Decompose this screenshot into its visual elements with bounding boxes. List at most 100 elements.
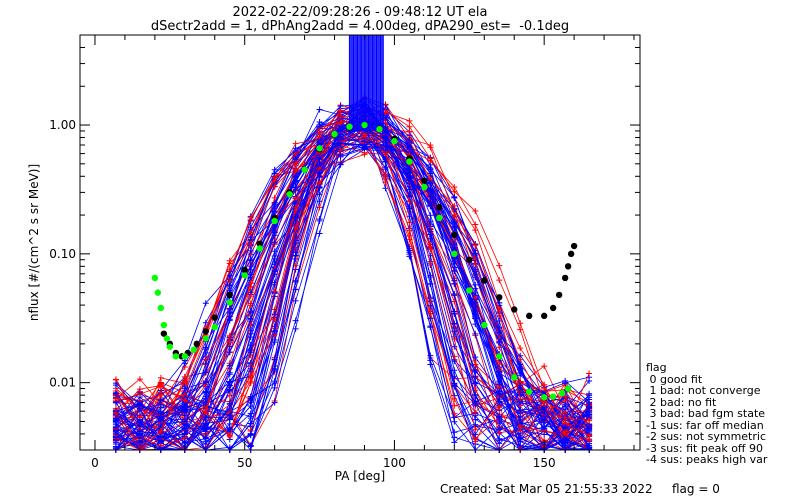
measurement-point (586, 392, 593, 399)
measurement-point (382, 158, 389, 165)
measurement-point (406, 174, 413, 181)
black-fit-point (202, 328, 209, 335)
measurement-point (451, 353, 458, 360)
green-fit-point (496, 353, 503, 360)
measurement-point (316, 106, 323, 113)
measurement-point (406, 219, 413, 226)
measurement-point (382, 179, 389, 186)
measurement-point (112, 376, 119, 383)
measurement-point (496, 424, 503, 431)
black-fit-point (451, 231, 458, 239)
measurement-point (451, 218, 458, 225)
measurement-point (202, 414, 209, 421)
plot-frame (79, 34, 641, 451)
measurement-point (136, 376, 143, 383)
measurement-point (472, 373, 479, 380)
measurement-point (112, 399, 119, 406)
measurement-point (496, 338, 503, 345)
green-fit-point (241, 272, 248, 279)
measurement-point (586, 417, 593, 424)
measurement-point (247, 283, 254, 290)
green-fit-point (151, 274, 159, 282)
measurement-point (427, 180, 434, 187)
measurement-point (517, 361, 524, 368)
measurement-point (496, 277, 503, 284)
measurement-point (202, 344, 209, 351)
measurement-point (247, 293, 254, 300)
measurement-point (496, 308, 503, 315)
measurement-point (451, 188, 458, 195)
measurement-point (337, 119, 344, 126)
measurement-point (247, 334, 254, 341)
measurement-point (247, 308, 254, 315)
measurement-point (382, 185, 389, 192)
measurement-point (292, 160, 299, 167)
measurement-point (226, 414, 233, 421)
green-fit-point (540, 394, 548, 401)
measurement-point (226, 316, 233, 323)
measurement-point (292, 240, 299, 247)
measurement-point (271, 255, 278, 262)
measurement-point (517, 416, 524, 423)
measurement-point (406, 236, 413, 243)
measurement-point (562, 424, 569, 431)
measurement-point (451, 292, 458, 299)
measurement-point (136, 405, 143, 412)
measurement-point (271, 201, 278, 208)
measurement-point (517, 382, 524, 389)
measurement-point (271, 194, 278, 201)
measurement-point (517, 396, 524, 403)
measurement-point (496, 329, 503, 336)
chart-subtitle: dSectr2add = 1, dPhAng2add = 4.00deg, dP… (150, 19, 570, 34)
measurement-point (541, 416, 548, 423)
x-tick-label: 100 (383, 456, 406, 470)
measurement-point (316, 133, 323, 140)
measurement-point (541, 385, 548, 392)
y-axis-label: nflux [#/(cm^2 s sr MeV)] (27, 164, 41, 321)
measurement-point (382, 136, 389, 143)
legend-title: flag (646, 361, 667, 374)
measurement-point (382, 164, 389, 171)
y-tick-label: 1.00 (49, 118, 76, 132)
green-fit-point (391, 137, 398, 145)
measurement-point (427, 243, 434, 250)
green-fit-point (166, 343, 174, 350)
measurement-point (496, 299, 503, 306)
measurement-point (157, 428, 164, 435)
measurement-point (451, 367, 458, 374)
x-tick-label: 150 (533, 456, 556, 470)
green-fit-point (157, 304, 165, 312)
measurement-point (406, 117, 413, 124)
measurement-point (517, 320, 524, 327)
measurement-point (271, 316, 278, 323)
measurement-point (472, 242, 479, 249)
measurement-point (202, 300, 209, 307)
black-fit-point (525, 312, 533, 320)
measurement-point (472, 409, 479, 416)
measurement-point (247, 365, 254, 372)
measurement-point (427, 155, 434, 162)
measurement-point (406, 165, 413, 172)
legend-entry-2: 2 bad: no fit (646, 395, 717, 409)
measurement-point (271, 288, 278, 295)
measurement-point (337, 107, 344, 114)
measurement-point (427, 260, 434, 267)
measurement-point (472, 330, 479, 337)
black-fit-point (436, 204, 443, 211)
measurement-point (202, 388, 209, 395)
measurement-point (382, 129, 389, 136)
measurement-point (247, 216, 254, 223)
legend-entry-0: 0 good fit (646, 372, 703, 386)
measurement-point (202, 421, 209, 428)
green-fit-point (190, 346, 197, 353)
measurement-point (316, 198, 323, 205)
black-fit-point (570, 242, 578, 250)
measurement-point (451, 277, 458, 284)
measurement-point (517, 435, 524, 442)
measurement-point (586, 378, 593, 385)
measurement-point (202, 378, 209, 385)
measurement-point (181, 438, 188, 445)
measurement-point (271, 365, 278, 372)
footer-created: Created: Sat Mar 05 21:55:33 2022 (440, 482, 653, 496)
measurement-point (247, 349, 254, 356)
